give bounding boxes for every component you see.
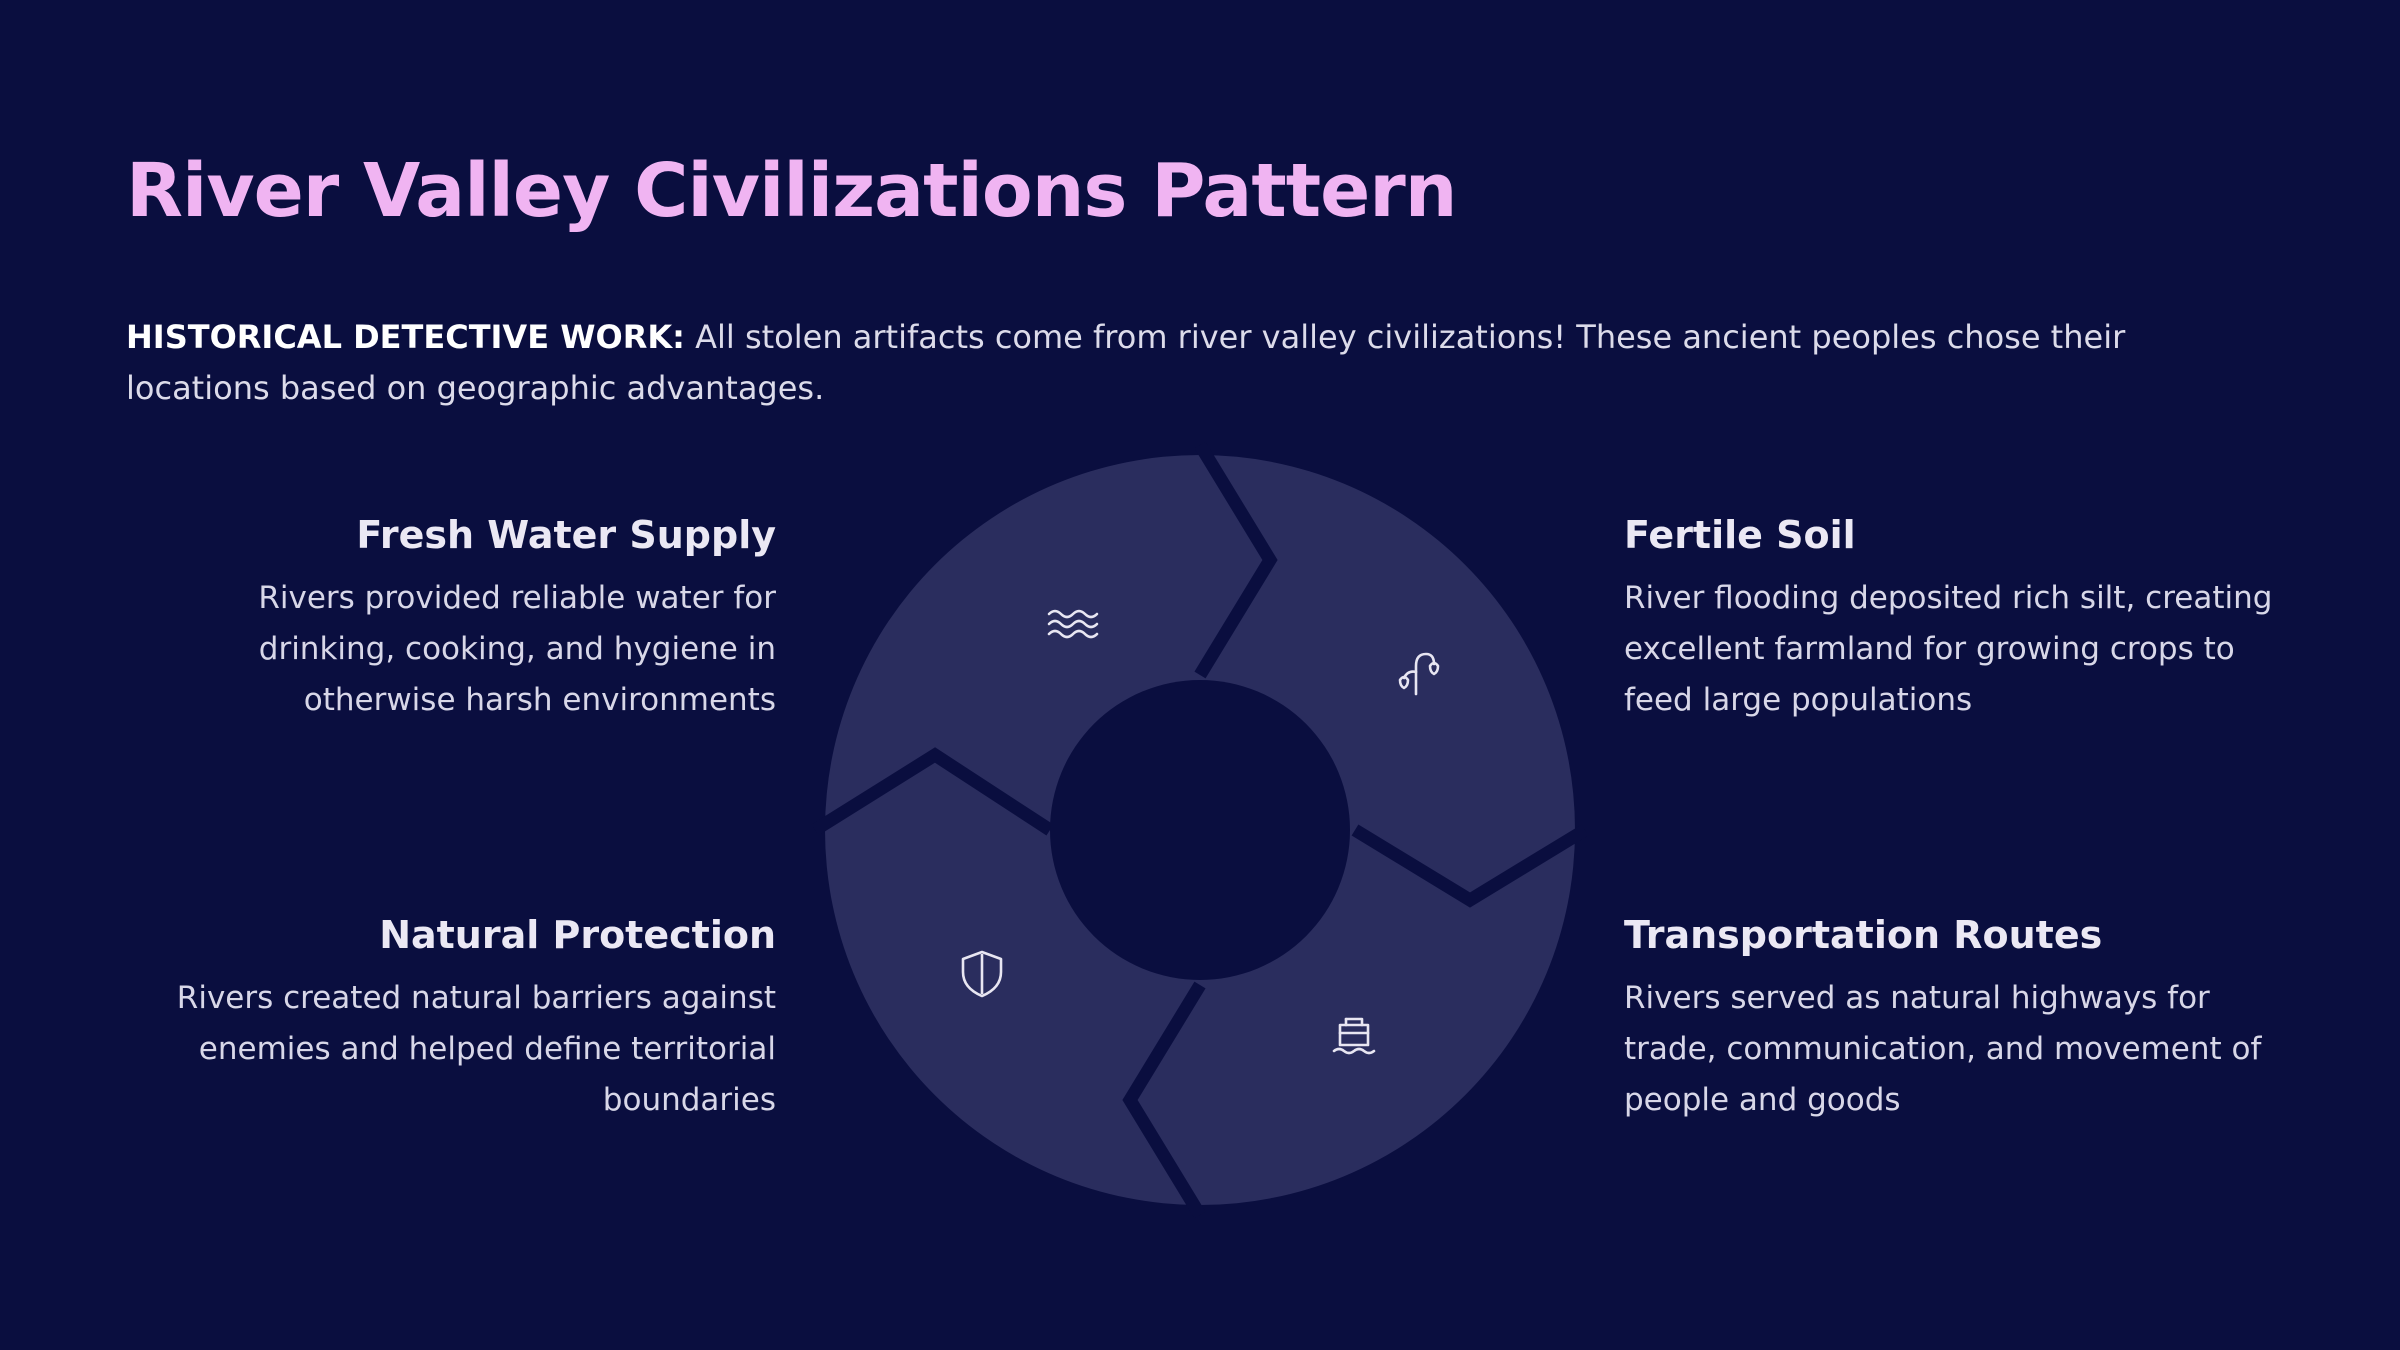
- gap-right: [1351, 824, 1589, 908]
- fertile-soil-block: Fertile Soil River flooding deposited ri…: [1624, 511, 2284, 726]
- intro-text: All stolen artifacts come from river val…: [126, 318, 2126, 407]
- natural-protection-heading: Natural Protection: [379, 913, 776, 957]
- natural-protection-block: Natural Protection Rivers created natura…: [126, 911, 776, 1126]
- fertile-soil-body: River flooding deposited rich silt, crea…: [1624, 580, 2273, 718]
- gap-top: [1194, 441, 1278, 679]
- intro-paragraph: HISTORICAL DETECTIVE WORK: All stolen ar…: [126, 312, 2276, 414]
- page-title: River Valley Civilizations Pattern: [126, 148, 1457, 234]
- plant-sprout-icon: [1398, 652, 1440, 696]
- gap-bottom: [1122, 981, 1206, 1219]
- transportation-block: Transportation Routes Rivers served as n…: [1624, 911, 2284, 1126]
- boat-icon: [1332, 1017, 1376, 1055]
- cycle-center: [1050, 680, 1350, 980]
- fresh-water-body: Rivers provided reliable water for drink…: [258, 580, 776, 718]
- transportation-heading: Transportation Routes: [1624, 913, 2103, 957]
- fresh-water-heading: Fresh Water Supply: [356, 513, 776, 557]
- fertile-soil-heading: Fertile Soil: [1624, 513, 1856, 557]
- shield-icon: [961, 950, 1003, 998]
- natural-protection-body: Rivers created natural barriers against …: [176, 980, 776, 1118]
- intro-lead: HISTORICAL DETECTIVE WORK:: [126, 318, 685, 356]
- cycle-diagram: [811, 441, 1589, 1219]
- transportation-body: Rivers served as natural highways for tr…: [1624, 980, 2262, 1118]
- water-waves-icon: [1047, 609, 1099, 639]
- fresh-water-block: Fresh Water Supply Rivers provided relia…: [126, 511, 776, 726]
- gap-left: [811, 747, 1054, 836]
